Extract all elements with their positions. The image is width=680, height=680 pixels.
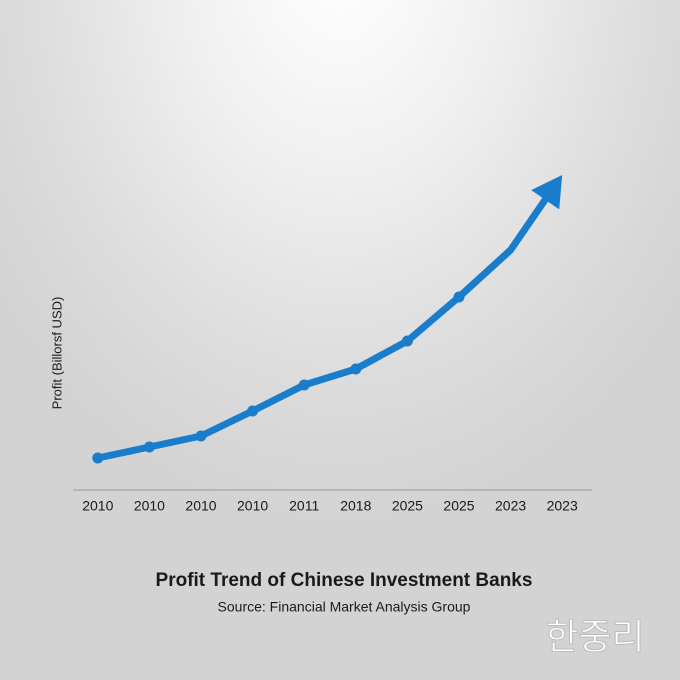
x-tick-label: 2010 — [185, 498, 216, 514]
point — [401, 335, 413, 347]
watermark: 한중리 — [545, 617, 644, 658]
point — [195, 430, 207, 442]
point — [143, 441, 155, 453]
x-tick-label: 2011 — [289, 498, 319, 514]
x-tick-label: 2018 — [340, 498, 371, 514]
x-tick-label: 2023 — [547, 498, 578, 514]
chart-subtitle: Source: Financial Market Analysis Group — [218, 599, 471, 615]
point — [453, 291, 465, 303]
chart-title: Profit Trend of Chinese Investment Banks — [156, 570, 533, 591]
point — [350, 363, 362, 375]
x-tick-label: 2010 — [134, 498, 165, 514]
x-tick-label: 2025 — [392, 498, 423, 514]
point — [247, 405, 259, 417]
line — [94, 191, 553, 462]
x-tick-label: 2023 — [495, 498, 526, 514]
arrowhead — [531, 175, 563, 210]
point — [92, 452, 104, 464]
x-tick-label: 2010 — [237, 498, 268, 514]
x-tick-label: 2025 — [443, 498, 474, 514]
x-tick-label: 2010 — [82, 498, 113, 514]
y-axis-label: Profit (Billorsf USD) — [49, 297, 64, 410]
point — [298, 379, 310, 391]
